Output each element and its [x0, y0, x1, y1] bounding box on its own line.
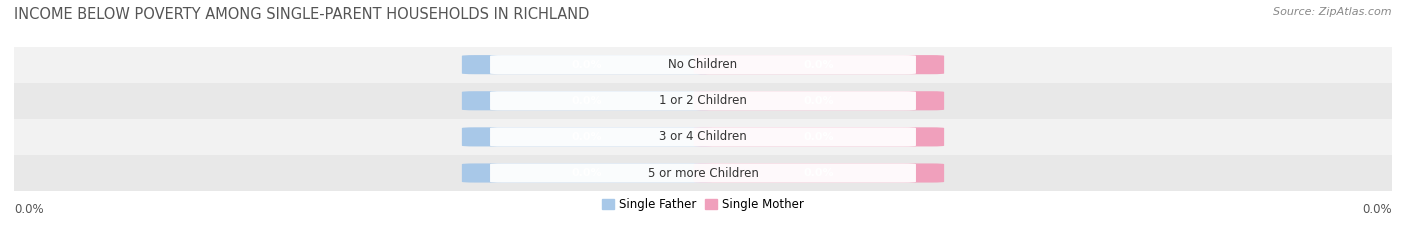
Text: 0.0%: 0.0%	[572, 168, 602, 178]
FancyBboxPatch shape	[491, 163, 915, 183]
Bar	[14, 83, 1392, 119]
Legend: Single Father, Single Mother: Single Father, Single Mother	[602, 198, 804, 211]
Text: 0.0%: 0.0%	[1362, 203, 1392, 216]
Text: 0.0%: 0.0%	[572, 96, 602, 106]
Text: 5 or more Children: 5 or more Children	[648, 167, 758, 179]
FancyBboxPatch shape	[693, 91, 945, 110]
Text: 0.0%: 0.0%	[804, 60, 834, 70]
FancyBboxPatch shape	[693, 55, 945, 74]
FancyBboxPatch shape	[461, 163, 713, 183]
FancyBboxPatch shape	[461, 91, 713, 110]
FancyBboxPatch shape	[491, 55, 915, 74]
Text: 0.0%: 0.0%	[804, 168, 834, 178]
Text: Source: ZipAtlas.com: Source: ZipAtlas.com	[1274, 7, 1392, 17]
FancyBboxPatch shape	[491, 127, 915, 147]
Text: 0.0%: 0.0%	[14, 203, 44, 216]
Bar	[14, 119, 1392, 155]
FancyBboxPatch shape	[491, 91, 915, 110]
Bar	[14, 155, 1392, 191]
Text: 0.0%: 0.0%	[804, 96, 834, 106]
FancyBboxPatch shape	[693, 163, 945, 183]
Text: 0.0%: 0.0%	[572, 60, 602, 70]
FancyBboxPatch shape	[461, 55, 713, 74]
Text: No Children: No Children	[668, 58, 738, 71]
Text: 0.0%: 0.0%	[804, 132, 834, 142]
Text: 3 or 4 Children: 3 or 4 Children	[659, 130, 747, 143]
Text: 1 or 2 Children: 1 or 2 Children	[659, 94, 747, 107]
FancyBboxPatch shape	[693, 127, 945, 147]
Text: 0.0%: 0.0%	[572, 132, 602, 142]
FancyBboxPatch shape	[461, 127, 713, 147]
Bar	[14, 47, 1392, 83]
Text: INCOME BELOW POVERTY AMONG SINGLE-PARENT HOUSEHOLDS IN RICHLAND: INCOME BELOW POVERTY AMONG SINGLE-PARENT…	[14, 7, 589, 22]
